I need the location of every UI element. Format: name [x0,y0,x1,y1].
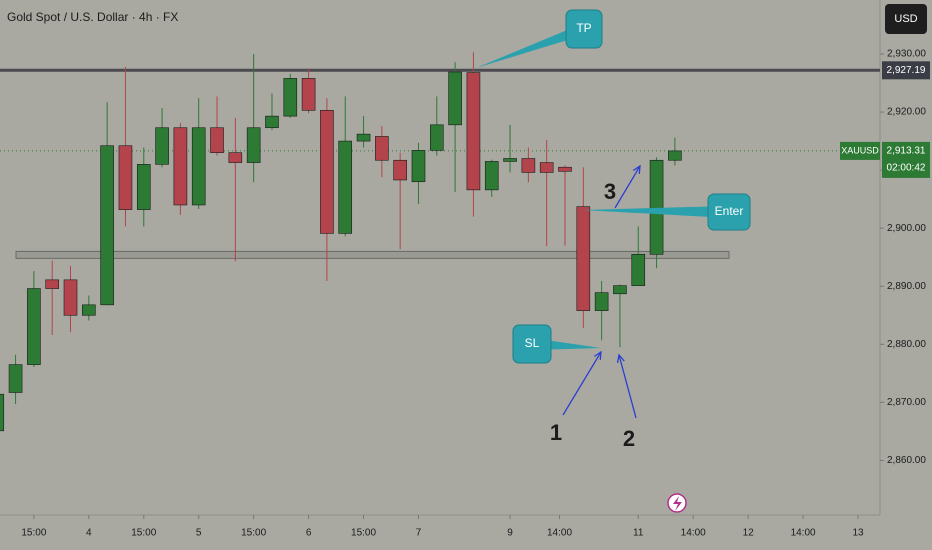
y-tick-label: 2,870.00 [887,397,926,408]
candle-body [228,152,243,163]
y-tick-label: 2,860.00 [887,455,926,466]
candle-body [631,254,646,286]
candle-body [283,78,298,117]
callout-label: Enter [715,204,744,218]
label-number: 3 [604,179,616,204]
x-tick-label: 6 [306,528,312,539]
candle-body [63,279,78,316]
candle-body [27,288,41,365]
chart-title: Gold Spot / U.S. Dollar · 4h · FX [7,10,178,24]
price-tag [882,141,930,178]
candle-body [594,292,609,311]
x-tick-label: 11 [633,528,644,539]
x-tick-label: 14:00 [547,528,572,539]
symbol-tag [840,141,880,160]
x-tick-label: 14:00 [681,528,706,539]
candle-body [558,166,572,172]
x-tick-label: 4 [86,528,92,539]
x-tick-label: 15:00 [241,528,266,539]
support-zone [15,250,730,259]
arrow-head [632,164,641,175]
candle-body [466,72,481,191]
y-tick-label: 2,900.00 [887,223,926,234]
candle-body [155,127,169,165]
resistance-label: 2,927.19 [887,65,926,76]
candle-body [448,71,462,126]
callout-pointer [476,23,584,68]
candle-body [45,279,59,289]
candle-body [503,158,517,162]
arrow [618,354,637,419]
x-tick-label: 15:00 [21,528,46,539]
candle-body [246,127,261,163]
callout-label: TP [576,21,591,35]
x-tick-label: 14:00 [791,528,816,539]
event-icon-bolt [673,496,682,511]
candle-body [173,127,188,206]
candle-body [429,124,444,151]
label-number: 1 [550,420,562,445]
resistance-tag [882,61,930,80]
y-tick-label: 2,880.00 [887,339,926,350]
x-tick-label: 7 [416,528,422,539]
candle-body [411,150,426,183]
button-bg [885,4,927,34]
y-tick-label: 2,920.00 [887,107,926,118]
callout-box [512,324,552,364]
label-number: 2 [623,426,635,451]
candle-body [320,110,334,234]
candle-body [8,364,23,393]
x-tick-label: 9 [507,528,513,539]
y-tick-label: 2,930.00 [887,49,926,60]
candle-body [356,133,371,142]
callout-box [565,9,603,49]
candle-body [265,115,279,129]
candle-body [118,145,133,210]
candle-body [82,304,96,316]
candle-body [484,161,499,191]
candle-body [375,136,389,161]
x-tick-label: 5 [196,528,202,539]
candle-body [301,78,316,111]
x-tick-label: 15:00 [131,528,156,539]
arrow [614,165,641,209]
arrow-head [593,350,602,361]
plot-area [0,52,880,432]
candle-body [539,162,554,173]
candle-body [191,127,206,206]
callout-label: SL [525,336,540,350]
candle-body [613,285,627,295]
candle-body [0,393,5,432]
candle-body [393,159,407,181]
candle-body [100,145,114,306]
y-tick-label: 2,890.00 [887,281,926,292]
symbol-label: XAUUSD [841,145,879,155]
candle-body [136,164,151,210]
arrow [562,351,602,416]
candle-body [576,206,591,311]
last-price-label: 2,913.31 [887,146,926,157]
candle-body [649,159,664,255]
currency: USD [894,13,917,25]
candle-body [338,140,353,234]
candle-body [668,150,682,161]
x-tick-label: 15:00 [351,528,376,539]
arrow-head [616,353,625,363]
countdown: 02:00:42 [887,163,926,174]
candle-body [521,158,536,173]
callout-pointer [582,206,729,218]
x-tick-label: 13 [852,528,864,539]
currency-button[interactable]: USD [885,4,927,34]
x-tick-label: 12 [743,528,755,539]
candle-body [210,127,224,154]
callout-box [707,193,751,231]
